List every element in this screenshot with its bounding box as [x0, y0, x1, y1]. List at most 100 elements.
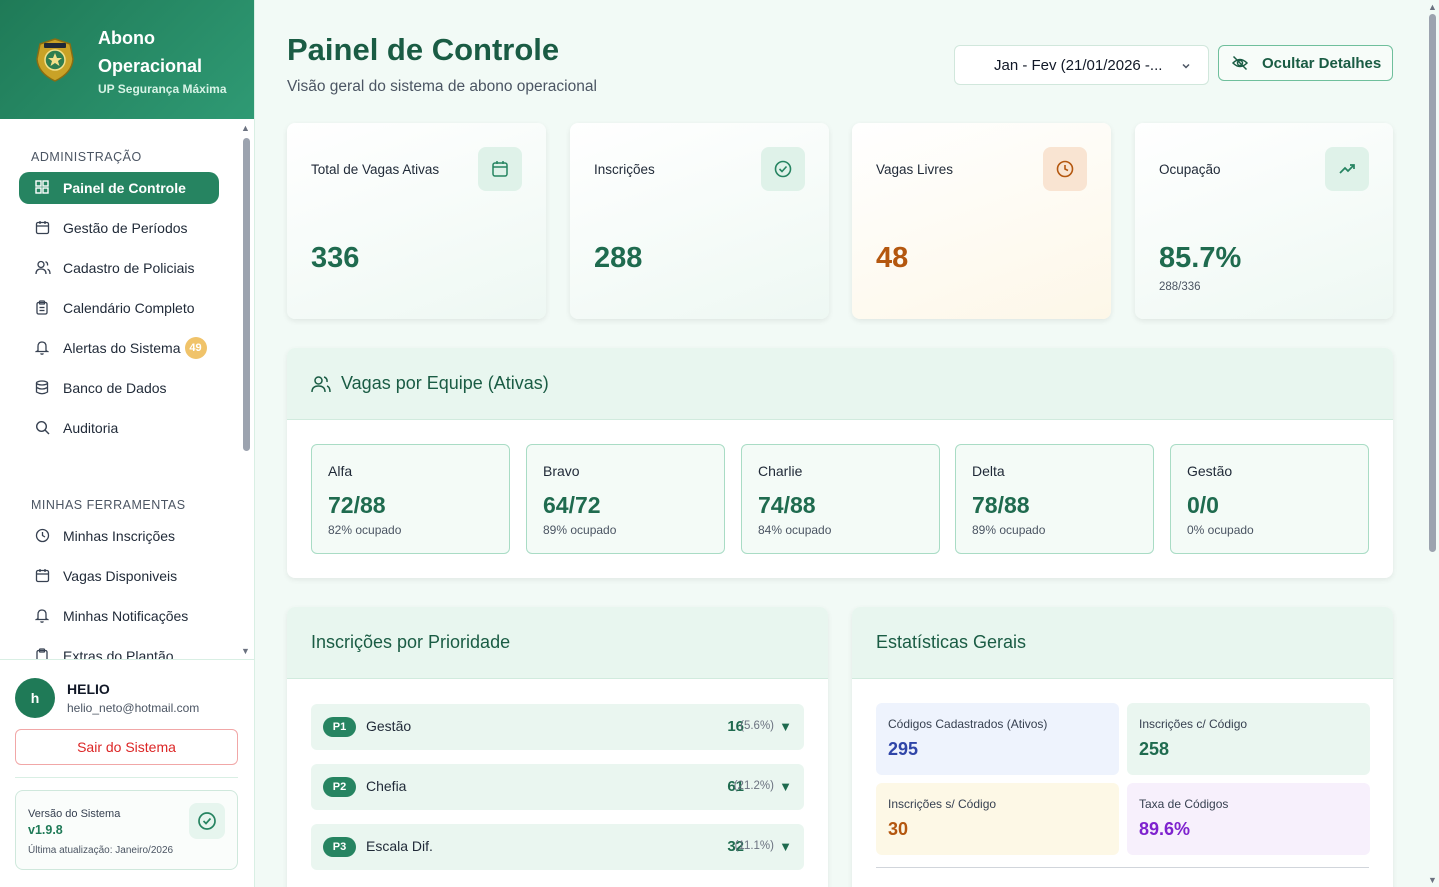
priority-panel-title: Inscrições por Prioridade: [311, 632, 511, 652]
period-select-value: Jan - Fev (21/01/2026 -...: [994, 56, 1163, 74]
brand-title: Abono Operacional: [98, 27, 203, 76]
grid-icon: [35, 180, 51, 196]
check-circle-icon: [761, 147, 805, 191]
calendar-icon: [478, 147, 522, 191]
sidebar-scroll-thumb[interactable]: [243, 138, 250, 451]
sidebar-nav[interactable]: ADMINISTRAÇÃO Painel de Controle Gestão …: [0, 119, 254, 659]
bell-icon: [35, 340, 51, 356]
team-card-gestao: Gestão 0/0 0% ocupado: [1170, 444, 1369, 554]
expand-triangle-icon[interactable]: ▼: [779, 719, 792, 734]
sidebar-item-label: Calendário Completo: [63, 300, 195, 316]
team-value: 72/88: [328, 492, 386, 518]
teams-panel-header: Vagas por Equipe (Ativas): [287, 348, 1393, 420]
expand-triangle-icon[interactable]: ▼: [779, 839, 792, 854]
stat-card-ocupacao: Ocupação 85.7% 288/336: [1135, 123, 1393, 319]
team-name: Alfa: [328, 463, 353, 479]
section-label-admin: ADMINISTRAÇÃO: [31, 150, 142, 164]
police-badge-logo: [36, 37, 74, 82]
team-card-charlie: Charlie 74/88 84% ocupado: [741, 444, 940, 554]
priority-row[interactable]: P2 Chefia 61 (21.2%) ▼: [311, 764, 804, 810]
sidebar-item-policiais[interactable]: Cadastro de Policiais: [19, 252, 219, 284]
hide-details-button[interactable]: Ocultar Detalhes: [1218, 45, 1393, 81]
priority-code: P1: [323, 717, 356, 737]
priority-row[interactable]: P1 Gestão 16 (5.6%) ▼: [311, 704, 804, 750]
sidebar-item-inscricoes[interactable]: Minhas Inscrições: [19, 520, 219, 552]
priority-code: P3: [323, 837, 356, 857]
team-pct: 89% ocupado: [972, 523, 1046, 537]
scroll-up-icon[interactable]: ▲: [1428, 2, 1437, 12]
priority-label: Chefia: [366, 778, 407, 794]
sidebar-item-periodos[interactable]: Gestão de Períodos: [19, 212, 219, 244]
user-panel: h HELIO helio_neto@hotmail.com Sair do S…: [0, 659, 254, 887]
chevron-down-icon: [1180, 59, 1192, 76]
sidebar-item-label: Alertas do Sistema: [63, 340, 181, 356]
general-stat-taxa: Taxa de Códigos 89.6%: [1127, 783, 1370, 855]
period-select[interactable]: Jan - Fev (21/01/2026 -...: [954, 45, 1209, 85]
sidebar-item-notificacoes[interactable]: Minhas Notificações: [19, 600, 219, 632]
stat-sub: 288/336: [1159, 281, 1201, 293]
general-stat-label: Códigos Cadastrados (Ativos): [888, 717, 1048, 731]
logout-button[interactable]: Sair do Sistema: [15, 729, 238, 765]
priority-panel-header: Inscrições por Prioridade: [287, 607, 828, 679]
sidebar-item-extras[interactable]: Extras do Plantão: [19, 640, 219, 659]
team-pct: 89% ocupado: [543, 523, 617, 537]
scroll-down-icon[interactable]: ▼: [241, 646, 250, 656]
divider: [15, 777, 238, 778]
eye-off-icon: [1231, 54, 1249, 72]
page-subtitle: Visão geral do sistema de abono operacio…: [287, 78, 597, 95]
priority-panel: Inscrições por Prioridade P1 Gestão 16 (…: [287, 607, 828, 887]
teams-panel: Vagas por Equipe (Ativas) Alfa 72/88 82%…: [287, 348, 1393, 578]
brand-header: Abono Operacional UP Segurança Máxima: [0, 0, 254, 119]
scroll-up-icon[interactable]: ▲: [241, 123, 250, 133]
priority-count: 61: [727, 778, 744, 795]
team-value: 64/72: [543, 492, 601, 518]
user-name: HELIO: [67, 681, 110, 697]
search-icon: [35, 420, 51, 436]
team-card-delta: Delta 78/88 89% ocupado: [955, 444, 1154, 554]
priority-count: 32: [727, 838, 744, 855]
version-number: v1.9.8: [28, 823, 63, 837]
sidebar-item-alertas[interactable]: Alertas do Sistema 49: [19, 332, 219, 364]
team-name: Gestão: [1187, 463, 1233, 479]
teams-panel-title: Vagas por Equipe (Ativas): [341, 373, 549, 393]
priority-row[interactable]: P3 Escala Dif. 32 (11.1%) ▼: [311, 824, 804, 870]
sidebar-item-label: Gestão de Períodos: [63, 220, 188, 236]
expand-triangle-icon[interactable]: ▼: [779, 779, 792, 794]
team-card-bravo: Bravo 64/72 89% ocupado: [526, 444, 725, 554]
main-scroll-thumb[interactable]: [1429, 14, 1436, 552]
user-email: helio_neto@hotmail.com: [67, 701, 200, 715]
stat-card-vagas-livres: Vagas Livres 48: [852, 123, 1111, 319]
team-pct: 0% ocupado: [1187, 523, 1254, 537]
sidebar-item-label: Minhas Inscrições: [63, 528, 176, 544]
sidebar-item-label: Extras do Plantão: [63, 648, 174, 659]
calendar-icon: [35, 220, 51, 236]
sidebar-item-label: Vagas Disponiveis: [63, 568, 178, 584]
team-card-alfa: Alfa 72/88 82% ocupado: [311, 444, 510, 554]
scroll-down-icon[interactable]: ▼: [1428, 875, 1437, 885]
users-icon: [35, 260, 51, 276]
sidebar-item-painel[interactable]: Painel de Controle: [19, 172, 219, 204]
sidebar-item-label: Cadastro de Policiais: [63, 260, 195, 276]
database-icon: [35, 380, 51, 396]
sidebar-item-label: Minhas Notificações: [63, 608, 189, 624]
stat-value: 48: [876, 242, 909, 274]
version-label: Versão do Sistema: [28, 808, 121, 820]
general-stat-label: Taxa de Códigos: [1139, 797, 1229, 811]
stat-label: Inscrições: [594, 162, 655, 177]
stat-value: 336: [311, 242, 360, 274]
sidebar-item-calendario[interactable]: Calendário Completo: [19, 292, 219, 324]
sidebar-item-banco[interactable]: Banco de Dados: [19, 372, 219, 404]
section-label-tools: MINHAS FERRAMENTAS: [31, 498, 186, 512]
sidebar-item-auditoria[interactable]: Auditoria: [19, 412, 219, 444]
general-stat-label: Inscrições s/ Código: [888, 797, 997, 811]
stat-value: 288: [594, 242, 643, 274]
stat-label: Total de Vagas Ativas: [311, 162, 440, 177]
sidebar-item-vagas[interactable]: Vagas Disponiveis: [19, 560, 219, 592]
stat-label: Ocupação: [1159, 162, 1221, 177]
general-stat-value: 258: [1139, 739, 1170, 759]
general-stat-value: 89.6%: [1139, 819, 1191, 839]
clock-icon: [35, 528, 51, 544]
alerts-count-badge: 49: [184, 337, 207, 359]
team-value: 74/88: [758, 492, 816, 518]
page-title: Painel de Controle: [287, 32, 560, 67]
